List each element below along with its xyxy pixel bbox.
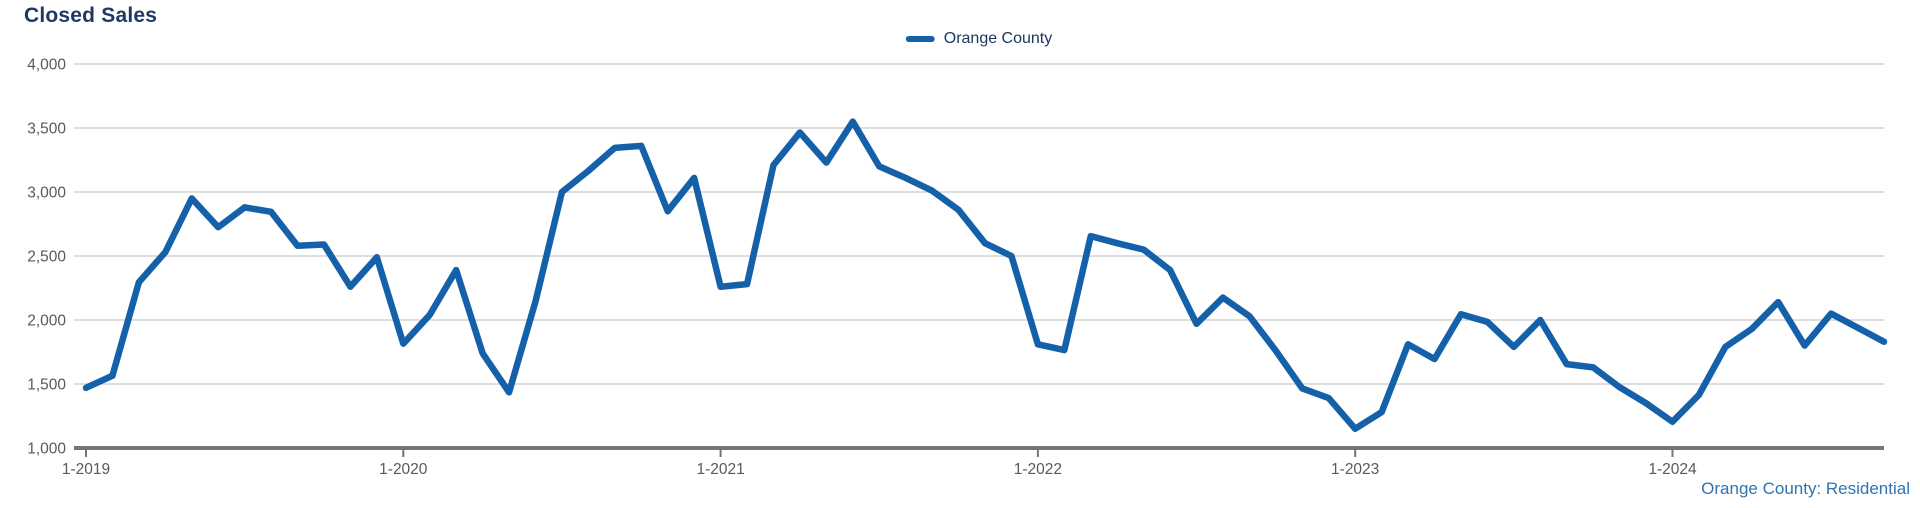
y-tick-label: 1,000 bbox=[27, 441, 66, 458]
x-tick-label: 1-2019 bbox=[62, 461, 110, 478]
y-tick-label: 3,000 bbox=[27, 185, 66, 202]
y-tick-label: 1,500 bbox=[27, 377, 66, 394]
y-tick-label: 2,000 bbox=[27, 313, 66, 330]
y-tick-label: 2,500 bbox=[27, 249, 66, 266]
x-tick-label: 1-2022 bbox=[1014, 461, 1062, 478]
x-tick-label: 1-2020 bbox=[379, 461, 428, 478]
chart-source-caption: Orange County: Residential bbox=[1701, 479, 1910, 498]
x-tick-label: 1-2021 bbox=[696, 461, 744, 478]
legend-line-swatch-icon bbox=[905, 36, 935, 42]
gridlines bbox=[74, 63, 1884, 385]
x-tick-label: 1-2023 bbox=[1331, 461, 1379, 478]
legend-series-label: Orange County bbox=[943, 30, 1053, 47]
page-title: Closed Sales bbox=[24, 4, 158, 27]
x-tick-label: 1-2024 bbox=[1648, 461, 1697, 478]
y-tick-label: 3,500 bbox=[27, 121, 66, 138]
series-group bbox=[82, 118, 1888, 433]
x-axis-tick-labels: 1-2019 1-2020 1-2021 1-2022 1-2023 1-2024 bbox=[62, 461, 1697, 478]
y-tick-label: 4,000 bbox=[27, 57, 66, 74]
orange-county-series-line[interactable] bbox=[82, 118, 1888, 433]
y-axis-tick-labels: 1,000 1,500 2,000 2,500 3,000 3,500 4,000 bbox=[27, 57, 66, 458]
x-axis bbox=[74, 446, 1884, 457]
chart-legend[interactable]: Orange County bbox=[905, 30, 1053, 48]
